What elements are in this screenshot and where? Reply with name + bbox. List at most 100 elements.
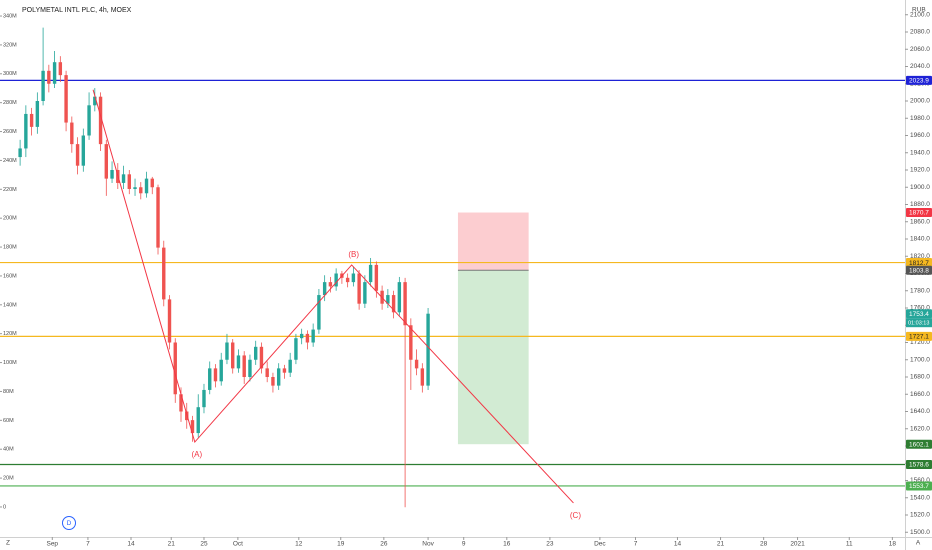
candle-body <box>414 359 419 369</box>
wave-label: (A) <box>191 450 202 459</box>
x-tick-label: 25 <box>200 541 208 548</box>
x-tick-label: 12 <box>295 541 303 548</box>
candle-body <box>75 144 80 166</box>
line-price-tag-bg <box>906 75 932 85</box>
candle-body <box>426 313 430 386</box>
candle-body <box>18 148 22 158</box>
event-marker-label: D <box>67 520 72 527</box>
candle-body <box>288 359 292 373</box>
line-price-tag: 1578.6 <box>909 462 929 469</box>
candle-body <box>24 113 28 149</box>
x-tick-label: 26 <box>380 541 388 548</box>
y-tick-label: 1920.0 <box>910 167 930 174</box>
x-tick-label: 23 <box>546 541 554 548</box>
x-tick-label: 28 <box>760 541 768 548</box>
candle-body <box>139 187 143 194</box>
stop-zone <box>457 212 529 271</box>
candle-body <box>52 62 57 84</box>
currency: RUB <box>912 7 926 14</box>
candle-body <box>322 282 327 296</box>
y2-tick-label: 260M <box>3 129 17 135</box>
candle-body <box>47 70 51 84</box>
candle-body <box>248 359 252 378</box>
target-zone <box>457 270 529 445</box>
event-marker[interactable] <box>62 516 76 530</box>
y2-tick-label: 300M <box>3 71 17 77</box>
price-tag-bg <box>906 439 932 449</box>
auto-scale-button[interactable]: Z <box>6 540 10 547</box>
candle-body <box>208 368 212 390</box>
x-tick-label: 7 <box>86 541 90 548</box>
candle-body <box>35 101 40 127</box>
candle-body <box>305 333 310 343</box>
y-tick-label: 1520.0 <box>910 512 930 519</box>
candle-body <box>236 355 241 369</box>
candle-body <box>121 174 126 183</box>
candle-body <box>93 96 97 106</box>
y2-tick-label: 220M <box>3 187 17 193</box>
auto-button[interactable]: A <box>916 540 921 547</box>
x-tick-label: 14 <box>674 541 682 548</box>
x-tick-label: 18 <box>889 541 897 548</box>
price-tag-bg <box>906 309 932 319</box>
y2-tick-label: 200M <box>3 216 17 222</box>
y-tick-label: 2060.0 <box>910 46 930 53</box>
candle-body <box>150 178 154 188</box>
y-tick-label: 1960.0 <box>910 132 930 139</box>
y2-tick-label: 100M <box>3 360 17 366</box>
line-price-tag: 1553.7 <box>909 483 929 490</box>
x-tick-label: Oct <box>233 541 243 548</box>
candle-body <box>391 295 396 313</box>
y-tick-label: 1620.0 <box>910 425 930 432</box>
candle-body <box>265 368 269 378</box>
candle-body <box>311 329 315 343</box>
candle-body <box>162 247 166 300</box>
y-tick-label: 2100.0 <box>910 11 930 18</box>
wave-line <box>92 89 574 504</box>
line-price-tag: 2023.9 <box>909 78 929 85</box>
candle-body <box>133 187 137 189</box>
candle-body <box>81 135 86 166</box>
candle-body <box>368 264 373 283</box>
candle-body <box>363 282 367 304</box>
y-tick-label: 1700.0 <box>910 356 930 363</box>
y2-tick-label: 40M <box>3 447 14 453</box>
candle-body <box>328 282 333 287</box>
candle-body <box>374 264 379 291</box>
y2-tick-label: 180M <box>3 245 17 251</box>
candle-body <box>253 346 258 360</box>
y2-tick-label: 120M <box>3 331 17 337</box>
candle-body <box>110 170 114 179</box>
candle-body <box>299 333 304 339</box>
x-tick-label: 19 <box>337 541 345 548</box>
candle-body <box>156 187 160 248</box>
candle-body <box>397 282 402 313</box>
candle-body <box>276 368 281 386</box>
y2-tick-label: 340M <box>3 13 17 19</box>
price-tag: 1602.1 <box>909 441 929 448</box>
y2-tick-label: 20M <box>3 476 14 482</box>
candle-body <box>219 359 223 382</box>
y-tick-label: 1640.0 <box>910 408 930 415</box>
candle-body <box>294 338 298 360</box>
y2-tick-label: 240M <box>3 158 17 164</box>
price-tag-bg <box>906 265 932 275</box>
candle-body <box>242 355 246 378</box>
candle-body <box>259 346 264 369</box>
line-price-tag-bg <box>906 258 932 268</box>
y-tick-label: 1540.0 <box>910 494 930 501</box>
candle-body <box>409 325 413 360</box>
title-bg <box>20 4 136 16</box>
line-price-tag-bg <box>906 459 932 469</box>
y2-tick-label: 80M <box>3 389 14 395</box>
candle-body <box>282 368 287 373</box>
y-tick-label: 2080.0 <box>910 29 930 36</box>
candle-body <box>420 368 425 386</box>
line-price-tag: 1727.1 <box>909 334 929 341</box>
candle-body <box>87 105 91 136</box>
candle-body <box>144 178 149 194</box>
y2-tick-label: 320M <box>3 42 17 48</box>
candle-body <box>41 70 45 102</box>
